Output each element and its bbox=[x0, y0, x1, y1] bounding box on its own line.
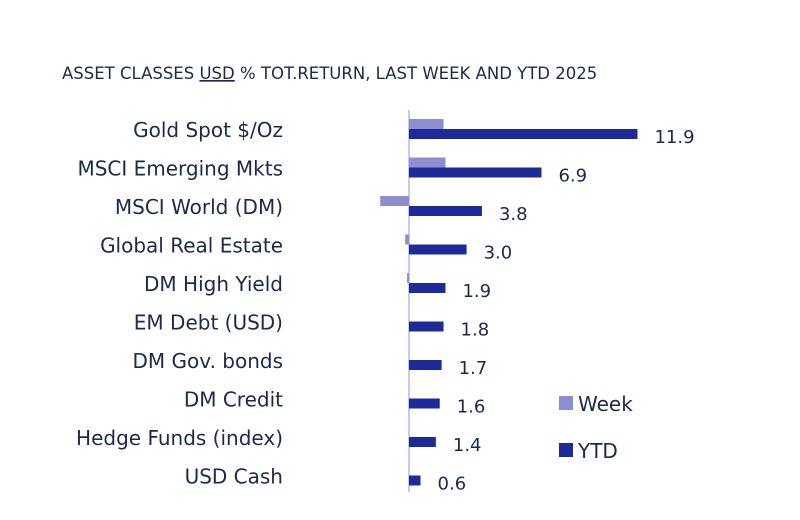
chart-title-suffix: % TOT.RETURN, LAST WEEK AND YTD 2025 bbox=[235, 64, 598, 83]
category-label: Global Real Estate bbox=[100, 234, 283, 258]
ytd-value-label: 3.8 bbox=[499, 204, 528, 225]
legend-swatch-week bbox=[559, 396, 573, 410]
ytd-bar bbox=[409, 283, 446, 293]
ytd-bar bbox=[409, 398, 440, 409]
category-label: EM Debt (USD) bbox=[134, 311, 283, 335]
ytd-value-label: 3.0 bbox=[484, 243, 513, 264]
legend-swatch-ytd bbox=[559, 443, 573, 457]
ytd-bar bbox=[409, 437, 436, 447]
category-label: Gold Spot $/Oz bbox=[133, 118, 283, 142]
chart-title: ASSET CLASSES USD % TOT.RETURN, LAST WEE… bbox=[62, 64, 597, 83]
ytd-value-label: 1.7 bbox=[459, 358, 488, 379]
legend-label-ytd: YTD bbox=[577, 439, 618, 463]
category-label: DM Credit bbox=[184, 388, 283, 412]
chart-title-currency: USD bbox=[199, 64, 234, 83]
legend-label-week: Week bbox=[578, 392, 633, 416]
category-label: DM High Yield bbox=[144, 272, 283, 296]
ytd-value-label: 1.4 bbox=[453, 435, 482, 456]
ytd-value-label: 1.9 bbox=[462, 281, 491, 302]
week-bar bbox=[407, 273, 409, 283]
ytd-bar bbox=[409, 167, 542, 178]
category-label: MSCI Emerging Mkts bbox=[77, 157, 283, 181]
week-bar bbox=[380, 196, 409, 206]
week-bar bbox=[409, 119, 444, 129]
category-label: USD Cash bbox=[185, 465, 283, 489]
category-label: DM Gov. bonds bbox=[133, 349, 283, 373]
ytd-value-label: 1.6 bbox=[457, 397, 486, 418]
ytd-bar bbox=[409, 129, 638, 139]
ytd-value-label: 11.9 bbox=[654, 127, 694, 148]
ytd-bar bbox=[409, 244, 467, 255]
week-bar bbox=[409, 157, 446, 168]
ytd-bar bbox=[409, 360, 442, 370]
category-label: MSCI World (DM) bbox=[115, 195, 283, 219]
category-label: Hedge Funds (index) bbox=[76, 426, 283, 450]
ytd-value-label: 0.6 bbox=[438, 474, 467, 495]
ytd-bar bbox=[409, 206, 482, 216]
chart-title-prefix: ASSET CLASSES bbox=[62, 64, 199, 83]
ytd-value-label: 6.9 bbox=[558, 166, 587, 187]
ytd-bar bbox=[409, 475, 421, 486]
ytd-value-label: 1.8 bbox=[461, 320, 490, 341]
plot-area: Gold Spot $/Oz 11.9 MSCI Emerging Mkts 6.9 M… bbox=[76, 110, 695, 495]
chart-legend: Week YTD bbox=[559, 392, 633, 463]
ytd-bar bbox=[409, 321, 444, 332]
week-bar bbox=[405, 234, 409, 245]
